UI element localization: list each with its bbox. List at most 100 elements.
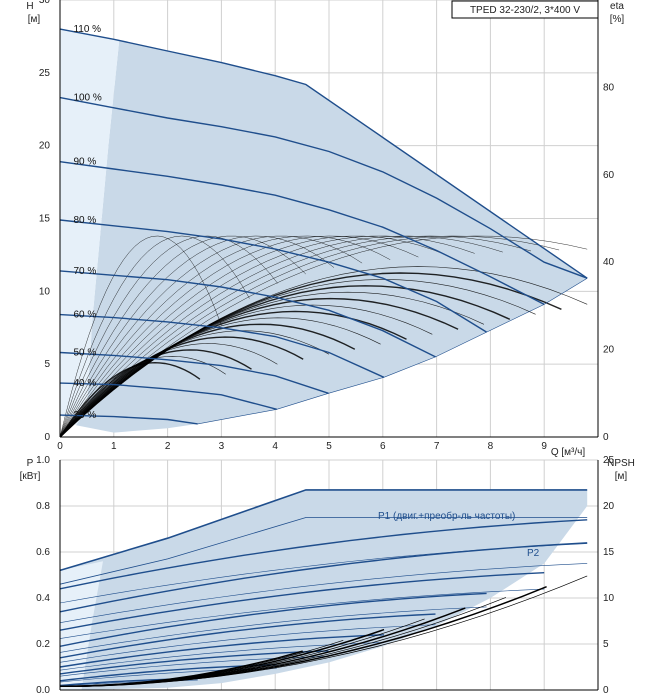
p-power-curve xyxy=(59,592,487,647)
qh-eta-curve-thin xyxy=(59,235,419,438)
p-y2-tick: 20 xyxy=(603,501,615,512)
qh-speed-label: 70 % xyxy=(73,266,96,277)
p-y-unit: [кВт] xyxy=(20,471,41,482)
p-y2-tick: 15 xyxy=(603,547,615,558)
qh-curve xyxy=(59,219,487,333)
p-axes: 0.0 0.2 0.4 0.6 0.8 1.0 0 5 10 15 20 25 xyxy=(36,455,614,696)
qh-curve xyxy=(59,28,588,279)
qh-y-unit: [м] xyxy=(28,14,41,25)
qh-eta-curve-thin xyxy=(59,235,306,438)
p-axis-titles: P [кВт] NPSH [м] P1 (двиг.+преобр-ль час… xyxy=(20,458,635,559)
qh-curve xyxy=(59,382,277,410)
p-y-tick: 0.6 xyxy=(36,547,50,558)
p-power-curve xyxy=(59,572,545,631)
qh-speed-label: 60 % xyxy=(73,310,96,321)
p1-curve xyxy=(59,489,588,572)
qh-speed-label: 25 % xyxy=(73,410,96,421)
p-power-curve-thin xyxy=(59,563,588,623)
p-y-tick: 0.4 xyxy=(36,593,50,604)
p-y-tick: 0.8 xyxy=(36,501,50,512)
qh-axis-titles: H [м] eta [%] Q [м³/ч] xyxy=(26,1,624,458)
qh-axes: 0 1 2 3 4 5 6 7 8 9 0 5 10 15 20 25 30 0 20 40 60 80 xyxy=(39,0,615,452)
qh-y-tick: 30 xyxy=(39,0,51,6)
qh-y2-tick: 80 xyxy=(603,82,615,93)
qh-x-tick: 8 xyxy=(488,441,494,452)
qh-eta-curve xyxy=(59,266,588,438)
qh-x-tick: 1 xyxy=(111,441,117,452)
qh-y2-label: eta xyxy=(610,1,624,12)
p-npsh-curves xyxy=(59,575,588,688)
p-y-tick: 1.0 xyxy=(36,455,50,466)
qh-eta-curve-thin xyxy=(59,235,222,438)
qh-eta-curve xyxy=(59,323,356,438)
qh-curve xyxy=(59,313,385,378)
qh-eta-curve-thin xyxy=(59,235,363,438)
qh-x-tick: 9 xyxy=(541,441,547,452)
qh-eta-curve-thin xyxy=(59,235,391,438)
qh-y-tick: 20 xyxy=(39,141,51,152)
qh-x-label: Q [м³/ч] xyxy=(551,447,586,458)
qh-speed-label: 110 % xyxy=(73,24,101,35)
p-y2-unit: [м] xyxy=(615,471,628,482)
p-y-tick: 0.2 xyxy=(36,639,50,650)
qh-y-tick: 25 xyxy=(39,68,51,79)
p-power-curve xyxy=(59,634,384,668)
legend-box-frame xyxy=(451,0,599,19)
qh-eta-curve-thin xyxy=(59,235,447,438)
p-y2-label: NPSH xyxy=(607,458,635,469)
qh-x-tick: 7 xyxy=(434,441,440,452)
qh-curve xyxy=(59,161,545,306)
qh-eta-curve-thin xyxy=(59,235,250,438)
p-power-curve-thin xyxy=(59,543,588,604)
p-y-label: P xyxy=(27,458,34,469)
p-power-curve xyxy=(59,613,436,659)
qh-x-tick: 4 xyxy=(272,441,278,452)
qh-y2-unit: [%] xyxy=(610,14,625,25)
qh-y-tick: 0 xyxy=(44,432,50,443)
p-power-curve-thin xyxy=(59,588,545,639)
qh-speed-label: 100 % xyxy=(73,93,101,104)
qh-y-label: H xyxy=(26,1,33,12)
qh-eta-curve-thin xyxy=(59,235,560,438)
qh-x-tick: 6 xyxy=(380,441,386,452)
qh-eta-curve-thin xyxy=(59,235,588,438)
qh-speed-curves xyxy=(59,28,588,425)
p-y2-tick: 5 xyxy=(603,639,609,650)
p-y2-tick: 10 xyxy=(603,593,615,604)
p-power-curve xyxy=(59,519,588,590)
qh-eta-curve xyxy=(59,297,459,438)
qh-y-tick: 5 xyxy=(44,359,50,370)
qh-curve xyxy=(59,351,329,394)
p-y-tick: 0.0 xyxy=(36,685,50,696)
qh-curve xyxy=(59,414,198,425)
qh-y-tick: 15 xyxy=(39,214,51,225)
npsh-curve xyxy=(59,575,588,687)
qh-x-tick: 0 xyxy=(57,441,63,452)
qh-y-tick: 10 xyxy=(39,286,51,297)
p2-curve xyxy=(59,517,588,585)
p-power-curve-thin xyxy=(59,606,487,653)
qh-speed-label: 80 % xyxy=(73,215,96,226)
qh-y2-tick: 0 xyxy=(603,432,609,443)
qh-envelope-edge xyxy=(197,277,588,425)
qh-y2-tick: 40 xyxy=(603,257,615,268)
qh-curve xyxy=(59,96,588,279)
legend-box-text: TPED 32-230/2, 3*400 V xyxy=(470,5,580,16)
p-y2-tick: 0 xyxy=(603,685,609,696)
p-power-curve xyxy=(59,650,329,675)
qh-y2-tick: 60 xyxy=(603,170,615,181)
qh-x-tick: 3 xyxy=(219,441,225,452)
qh-speed-label: 50 % xyxy=(73,348,96,359)
p-power-curve-thin xyxy=(59,656,329,677)
qh-curve xyxy=(59,270,436,358)
qh-eta-curve-thin xyxy=(59,235,278,438)
qh-x-tick: 5 xyxy=(326,441,332,452)
qh-y2-tick: 20 xyxy=(603,345,615,356)
p-power-curve-thin xyxy=(59,624,436,663)
legend-box: TPED 32-230/2, 3*400 V xyxy=(451,0,599,19)
qh-eta-curve xyxy=(59,336,304,438)
qh-x-tick: 2 xyxy=(165,441,171,452)
p-y2-tick: 25 xyxy=(603,455,615,466)
qh-operating-envelope-light xyxy=(60,29,120,426)
